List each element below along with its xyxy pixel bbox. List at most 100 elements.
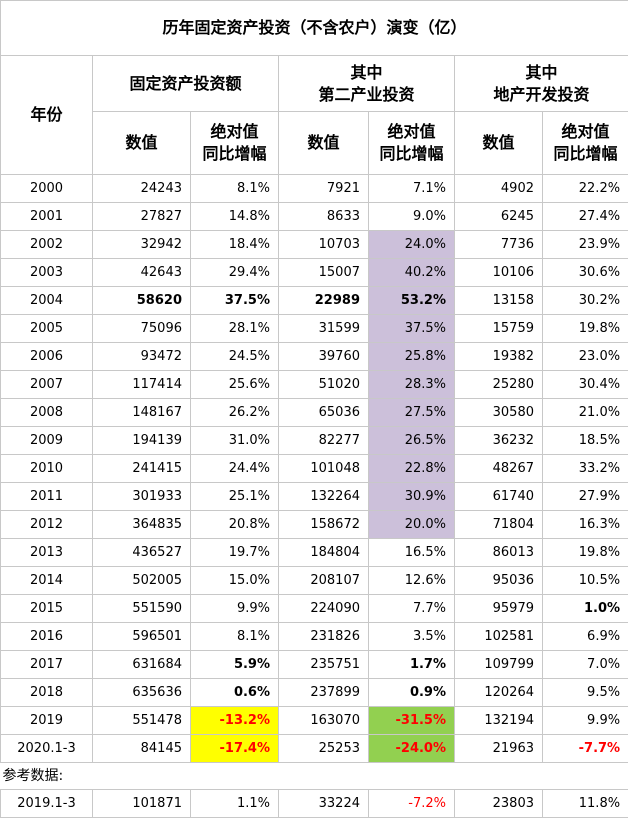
real-estate-growth-cell: 23.0% <box>541 342 628 371</box>
reference-row: 2019.1-3 101871 1.1% 33224 -7.2% 23803 11.8% <box>0 789 628 818</box>
secondary-industry-header: 其中 第二产业投资 <box>278 55 455 112</box>
real-estate-cell: 10106 <box>454 258 543 287</box>
fixed-investment-growth-cell: 0.6% <box>190 678 279 707</box>
fixed-investment-growth-cell: -17.4% <box>190 734 279 763</box>
fixed-investment-growth-cell: 15.0% <box>190 566 279 595</box>
real-estate-growth-cell: 23.9% <box>541 230 628 259</box>
real-estate-growth-cell: 27.4% <box>541 202 628 231</box>
secondary-cell: 158672 <box>278 510 369 539</box>
year-cell: 2010 <box>0 454 93 483</box>
real-estate-growth-cell: 1.0% <box>541 594 628 623</box>
secondary-growth-cell: 26.5% <box>368 426 455 455</box>
fixed-investment-growth-cell: 9.9% <box>190 594 279 623</box>
secondary-cell: 15007 <box>278 258 369 287</box>
real-estate-growth-cell: 10.5% <box>541 566 628 595</box>
table-row: 2016 596501 8.1% 231826 3.5% 102581 6.9% <box>0 622 628 651</box>
table-row: 2005 75096 28.1% 31599 37.5% 15759 19.8% <box>0 314 628 343</box>
real-estate-cell: 102581 <box>454 622 543 651</box>
fixed-investment-cell: 635636 <box>92 678 191 707</box>
real-estate-growth-cell: 27.9% <box>541 482 628 511</box>
secondary-cell: 231826 <box>278 622 369 651</box>
real-estate-growth-cell: 9.9% <box>541 706 628 735</box>
fixed-investment-cell: 148167 <box>92 398 191 427</box>
real-estate-growth-cell: 21.0% <box>541 398 628 427</box>
table-row: 2012 364835 20.8% 158672 20.0% 71804 16.3% <box>0 510 628 539</box>
real-estate-header-line1: 其中 <box>525 62 558 82</box>
secondary-growth-cell: 7.7% <box>368 594 455 623</box>
secondary-cell: 163070 <box>278 706 369 735</box>
secondary-cell: 235751 <box>278 650 369 679</box>
sec-growth-header-line2: 同比增幅 <box>379 144 444 163</box>
real-estate-growth-cell: 7.0% <box>541 650 628 679</box>
sec-growth-header-line1: 绝对值 <box>387 122 436 141</box>
year-cell: 2009 <box>0 426 93 455</box>
real-estate-growth-cell: -7.7% <box>541 734 628 763</box>
fi-growth-header-line1: 绝对值 <box>210 122 259 141</box>
real-estate-cell: 23803 <box>454 789 543 818</box>
reference-label-row: 参考数据: <box>0 762 628 790</box>
fixed-investment-cell: 551478 <box>92 706 191 735</box>
secondary-growth-cell: 7.1% <box>368 174 455 203</box>
fixed-investment-growth-cell: -13.2% <box>190 706 279 735</box>
year-cell: 2019 <box>0 706 93 735</box>
secondary-growth-cell: 22.8% <box>368 454 455 483</box>
secondary-cell: 31599 <box>278 314 369 343</box>
fixed-investment-growth-cell: 1.1% <box>190 789 279 818</box>
fi-growth-header: 绝对值 同比增幅 <box>190 111 279 175</box>
fi-value-header: 数值 <box>92 111 191 175</box>
real-estate-growth-cell: 22.2% <box>541 174 628 203</box>
sec-value-header: 数值 <box>278 111 369 175</box>
re-growth-header-line1: 绝对值 <box>561 122 610 141</box>
real-estate-cell: 15759 <box>454 314 543 343</box>
year-cell: 2001 <box>0 202 93 231</box>
real-estate-cell: 13158 <box>454 286 543 315</box>
real-estate-growth-cell: 30.2% <box>541 286 628 315</box>
real-estate-cell: 95979 <box>454 594 543 623</box>
real-estate-cell: 71804 <box>454 510 543 539</box>
secondary-cell: 39760 <box>278 342 369 371</box>
secondary-growth-cell: 9.0% <box>368 202 455 231</box>
fixed-investment-growth-cell: 31.0% <box>190 426 279 455</box>
fixed-investment-growth-cell: 25.6% <box>190 370 279 399</box>
real-estate-cell: 109799 <box>454 650 543 679</box>
real-estate-cell: 25280 <box>454 370 543 399</box>
fixed-investment-cell: 596501 <box>92 622 191 651</box>
fixed-investment-header: 固定资产投资额 <box>92 55 279 112</box>
fixed-investment-cell: 117414 <box>92 370 191 399</box>
table-row: 2013 436527 19.7% 184804 16.5% 86013 19.8% <box>0 538 628 567</box>
secondary-cell: 237899 <box>278 678 369 707</box>
table-row: 2014 502005 15.0% 208107 12.6% 95036 10.5% <box>0 566 628 595</box>
secondary-growth-cell: 12.6% <box>368 566 455 595</box>
real-estate-cell: 132194 <box>454 706 543 735</box>
year-cell: 2012 <box>0 510 93 539</box>
fixed-investment-cell: 58620 <box>92 286 191 315</box>
real-estate-header: 其中 地产开发投资 <box>453 55 628 112</box>
fixed-investment-growth-cell: 29.4% <box>190 258 279 287</box>
fixed-investment-cell: 24243 <box>92 174 191 203</box>
table-row: 2020.1-3 84145 -17.4% 25253 -24.0% 21963 -7.7% <box>0 734 628 763</box>
secondary-growth-cell: 30.9% <box>368 482 455 511</box>
fixed-investment-cell: 27827 <box>92 202 191 231</box>
secondary-header-line1: 其中 <box>350 62 383 82</box>
secondary-growth-cell: 0.9% <box>368 678 455 707</box>
fixed-investment-growth-cell: 37.5% <box>190 286 279 315</box>
secondary-growth-cell: 37.5% <box>368 314 455 343</box>
table-row: 2015 551590 9.9% 224090 7.7% 95979 1.0% <box>0 594 628 623</box>
real-estate-cell: 6245 <box>454 202 543 231</box>
fixed-investment-growth-cell: 20.8% <box>190 510 279 539</box>
secondary-cell: 25253 <box>278 734 369 763</box>
fixed-investment-cell: 364835 <box>92 510 191 539</box>
fixed-investment-cell: 551590 <box>92 594 191 623</box>
secondary-cell: 208107 <box>278 566 369 595</box>
table-row: 2006 93472 24.5% 39760 25.8% 19382 23.0% <box>0 342 628 371</box>
secondary-growth-cell: -7.2% <box>368 789 455 818</box>
real-estate-cell: 7736 <box>454 230 543 259</box>
fixed-investment-growth-cell: 24.5% <box>190 342 279 371</box>
fixed-investment-growth-cell: 19.7% <box>190 538 279 567</box>
fixed-investment-cell: 93472 <box>92 342 191 371</box>
real-estate-growth-cell: 19.8% <box>541 538 628 567</box>
secondary-growth-cell: 3.5% <box>368 622 455 651</box>
real-estate-growth-cell: 9.5% <box>541 678 628 707</box>
secondary-growth-cell: 53.2% <box>368 286 455 315</box>
secondary-growth-cell: 27.5% <box>368 398 455 427</box>
